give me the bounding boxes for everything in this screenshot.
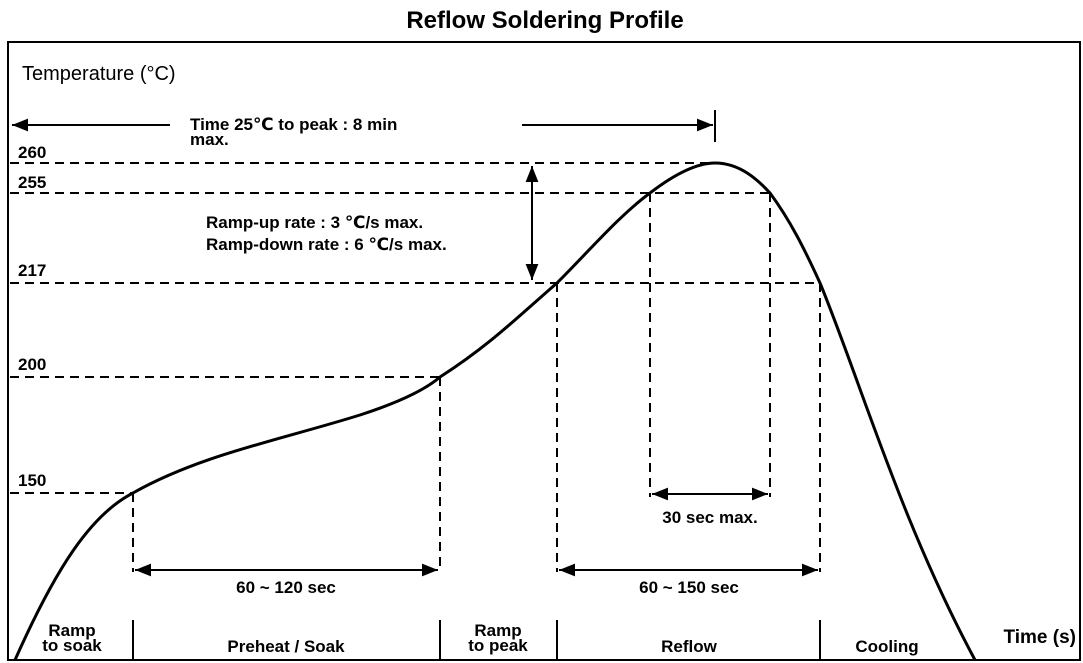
phase-dividers <box>132 620 821 660</box>
duration: 60 ~ 150 sec <box>639 578 739 597</box>
phase: Cooling <box>855 637 918 656</box>
level: 260 <box>18 143 46 162</box>
profile-curve <box>13 161 977 661</box>
frame <box>7 41 1081 661</box>
duration: 30 sec max. <box>662 508 757 527</box>
phase: to soak <box>42 636 102 655</box>
phase: Preheat / Soak <box>227 637 345 656</box>
ramp-rate: Ramp-up rate : 3 ℃/s max. <box>206 213 423 232</box>
level: 150 <box>18 471 46 490</box>
level-labels: 260 255 217 200 150 <box>18 143 46 490</box>
y-axis-label: Temperature (°C) <box>22 63 176 85</box>
duration: 60 ~ 120 sec <box>236 578 336 597</box>
level-lines <box>10 162 821 572</box>
time-to-peak: max. <box>190 130 229 149</box>
phase: Ramp <box>474 621 521 640</box>
phase: Reflow <box>661 637 718 656</box>
ramp-rate: Ramp-down rate : 6 ℃/s max. <box>206 235 447 254</box>
arrows <box>12 110 818 577</box>
title: Reflow Soldering Profile <box>406 7 683 34</box>
phase: to peak <box>468 636 528 655</box>
level: 200 <box>18 355 46 374</box>
time-to-peak: Time 25℃ to peak : 8 min <box>190 115 397 134</box>
level: 255 <box>18 173 46 192</box>
x-axis-label: Time (s) <box>1003 627 1076 648</box>
phase-labels: Ramp to soak Preheat / Soak Ramp to peak… <box>42 621 918 656</box>
phase: Ramp <box>48 621 95 640</box>
level: 217 <box>18 261 46 280</box>
